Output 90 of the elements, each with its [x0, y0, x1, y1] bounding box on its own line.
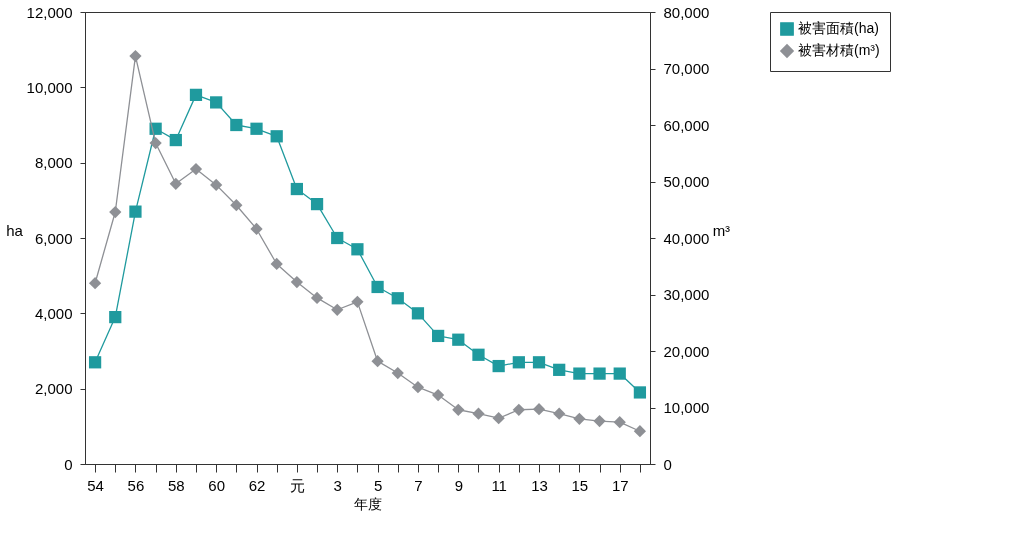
- point: [452, 333, 465, 346]
- y-tick-label: 8,000: [34, 154, 73, 172]
- point: [189, 162, 203, 176]
- point: [129, 49, 142, 63]
- point: [452, 403, 465, 416]
- y2-tick-label: 0: [663, 455, 672, 473]
- point: [432, 329, 445, 343]
- y2-axis-title: m³: [712, 221, 731, 239]
- y-tick-label: 10,000: [26, 78, 73, 96]
- point: [129, 205, 142, 218]
- x-tick-label: 15: [571, 476, 589, 494]
- point: [210, 178, 223, 192]
- x-tick-label: 元: [289, 476, 305, 494]
- point: [492, 412, 505, 425]
- point: [371, 280, 384, 294]
- point: [169, 177, 182, 190]
- point: [250, 122, 263, 135]
- x-axis-title: 年度: [354, 495, 382, 512]
- point: [351, 243, 364, 256]
- point: [432, 388, 445, 402]
- point: [573, 367, 586, 380]
- legend-label: 被害面積(ha): [798, 20, 879, 36]
- y-tick-label: 4,000: [34, 304, 73, 322]
- y2-tick-label: 40,000: [663, 229, 710, 247]
- point: [351, 295, 364, 308]
- x-tick-label: 54: [87, 476, 104, 494]
- point: [532, 356, 546, 369]
- point: [149, 136, 162, 150]
- point: [169, 133, 182, 147]
- x-tick-label: 17: [611, 476, 629, 494]
- y2-tick-label: 50,000: [663, 173, 710, 190]
- point: [411, 307, 425, 320]
- point: [391, 366, 404, 380]
- y2-tick-label: 60,000: [663, 116, 710, 134]
- point: [492, 359, 505, 373]
- y-tick-label: 12,000: [26, 3, 73, 21]
- point: [553, 363, 566, 376]
- x-tick-label: 9: [454, 476, 463, 494]
- point: [553, 407, 566, 420]
- point: [250, 222, 263, 236]
- point: [310, 197, 324, 211]
- y2-tick-label: 20,000: [663, 342, 710, 360]
- x-tick-label: 7: [414, 476, 423, 494]
- point: [230, 118, 243, 132]
- point: [230, 199, 243, 212]
- point: [270, 130, 283, 143]
- point: [331, 303, 344, 316]
- point: [210, 96, 223, 109]
- point: [189, 88, 203, 101]
- point: [593, 414, 606, 428]
- x-tick-label: 62: [248, 476, 266, 494]
- x-tick-label: 13: [531, 476, 548, 494]
- point: [512, 356, 525, 369]
- point: [532, 403, 546, 416]
- y-tick-label: 6,000: [34, 229, 73, 247]
- y-tick-label: 2,000: [34, 380, 73, 398]
- point: [331, 231, 344, 245]
- point: [472, 407, 485, 420]
- point: [88, 356, 102, 369]
- x-tick-label: 60: [208, 476, 225, 494]
- point: [613, 367, 626, 380]
- point: [109, 310, 122, 324]
- x-tick-label: 56: [127, 476, 145, 494]
- point: [290, 182, 303, 196]
- y-axis-title: ha: [6, 221, 24, 239]
- y2-tick-label: 30,000: [663, 286, 710, 303]
- point: [633, 386, 647, 399]
- legend-label: 被害材積(m³): [798, 42, 880, 58]
- point: [371, 355, 384, 368]
- point: [472, 348, 485, 361]
- point: [613, 416, 626, 429]
- x-tick-label: 58: [167, 476, 185, 494]
- y2-tick-label: 70,000: [663, 60, 710, 77]
- point: [391, 292, 404, 305]
- x-tick-label: 11: [491, 476, 507, 494]
- point: [411, 381, 425, 394]
- y2-tick-label: 10,000: [663, 399, 710, 416]
- point: [109, 205, 122, 219]
- point: [88, 277, 102, 290]
- x-tick-label: 3: [333, 476, 342, 494]
- point: [512, 403, 525, 416]
- x-tick-label: 5: [373, 476, 383, 494]
- point: [270, 257, 283, 271]
- y2-tick-label: 80,000: [663, 3, 710, 21]
- point: [593, 367, 606, 380]
- point: [290, 275, 303, 289]
- y-tick-label: 0: [64, 455, 73, 473]
- point: [573, 412, 586, 425]
- point: [633, 425, 647, 438]
- point: [310, 291, 324, 305]
